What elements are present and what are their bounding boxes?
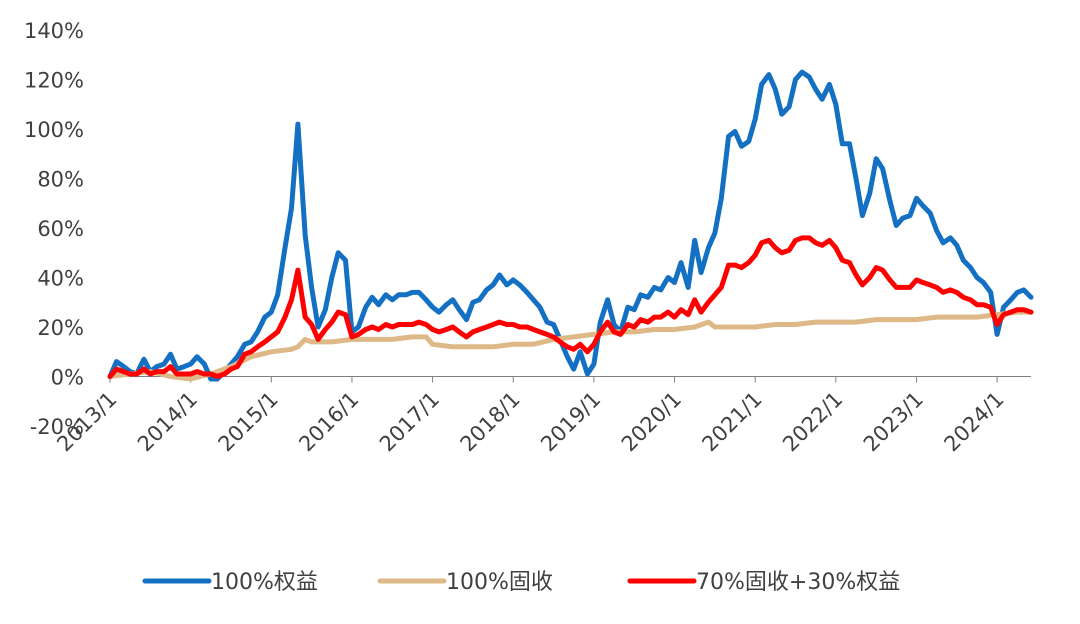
x-tick-label: 2022/1 <box>778 387 847 456</box>
y-axis-labels: -20% 0% 20% 40% 60% 80% 100% 120% 140% <box>24 19 84 439</box>
x-tick-label: 2023/1 <box>859 387 928 456</box>
x-tick-label: 2021/1 <box>698 387 767 456</box>
y-tick-label: 100% <box>24 118 84 142</box>
legend-label: 70%固收+30%权益 <box>696 570 900 595</box>
x-tick-label: 2016/1 <box>294 387 363 456</box>
x-tick-label: 2017/1 <box>375 387 444 456</box>
x-tick-label: 2018/1 <box>456 387 525 456</box>
series-lines <box>107 69 1034 382</box>
x-tick-label: 2024/1 <box>939 387 1008 456</box>
legend-label: 100%固收 <box>446 570 553 595</box>
y-tick-label: 60% <box>37 217 84 241</box>
series-line-2 <box>107 235 1034 379</box>
y-tick-label: 0% <box>51 366 84 390</box>
x-tick-label: 2015/1 <box>214 387 283 456</box>
y-tick-label: 40% <box>37 267 84 291</box>
y-tick-label: 140% <box>24 19 84 43</box>
x-axis: 2013/1 2014/1 2015/1 2016/1 2017/1 2018/1 2019… <box>52 376 1031 456</box>
legend: 100%权益 100%固收 70%固收+30%权益 <box>142 570 900 595</box>
y-tick-label: 120% <box>24 69 84 93</box>
x-tick-label: 2019/1 <box>536 387 605 456</box>
legend-label: 100%权益 <box>211 570 318 595</box>
y-tick-label: -20% <box>30 415 84 439</box>
y-tick-label: 20% <box>37 316 84 340</box>
x-tick-label: 2020/1 <box>617 387 686 456</box>
series-line-0 <box>107 69 1034 382</box>
x-tick-label: 2014/1 <box>133 387 202 456</box>
y-tick-label: 80% <box>37 168 84 192</box>
